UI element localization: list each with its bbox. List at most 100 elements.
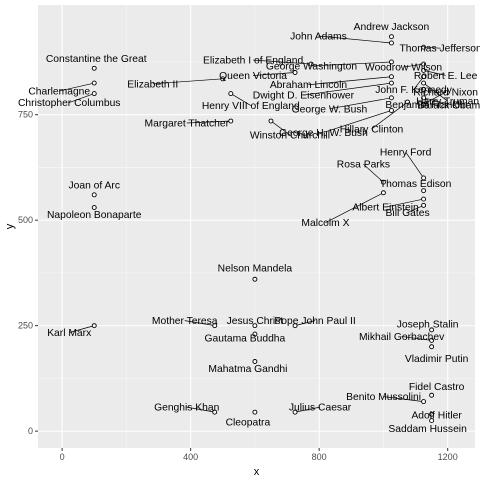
label-elizabeth-i-of-england: Elizabeth I of England bbox=[203, 56, 303, 67]
x-tick-label: 1200 bbox=[438, 452, 458, 462]
label-connector-mikhail-gorbachev bbox=[401, 336, 432, 341]
label-connector-pope-john-paul-ii bbox=[294, 320, 316, 326]
label-benjamin-franklin: Benjamin Franklin bbox=[385, 100, 468, 111]
label-connector-john-adams bbox=[318, 35, 392, 44]
label-connector-margaret-thatcher bbox=[186, 120, 231, 124]
label-connector-julius-caesar bbox=[294, 406, 321, 413]
point-napoleon-bonaparte bbox=[91, 205, 97, 210]
label-connector-john-f-kennedy bbox=[413, 76, 424, 90]
label-gautama-buddha: Gautama Buddha bbox=[205, 334, 286, 345]
point-harry-truman bbox=[421, 80, 427, 86]
point-nelson-mandela bbox=[252, 276, 258, 282]
point-joan-of-arc bbox=[91, 192, 97, 198]
point-adolf-hitler bbox=[429, 411, 435, 417]
x-tick-label: 800 bbox=[312, 452, 327, 462]
label-connector-elizabeth-ii bbox=[152, 78, 223, 85]
label-connector-christopher-columbus bbox=[69, 93, 95, 103]
data-points bbox=[91, 34, 435, 424]
point-woodrow-wilson bbox=[421, 61, 427, 67]
data-labels: Andrew Jackson John Adams Thomas Jefferson… bbox=[18, 22, 480, 435]
label-julius-caesar: Julius Caesar bbox=[289, 403, 352, 414]
label-connector-barack-obama bbox=[423, 97, 452, 106]
point-henry-ford bbox=[421, 175, 427, 181]
x-tick-label: 0 bbox=[60, 452, 65, 462]
point-charlemagne bbox=[91, 80, 97, 86]
label-connector-malcolm-x bbox=[325, 192, 384, 224]
label-thomas-edison: Thomas Edison bbox=[380, 179, 452, 190]
x-tick-label: 400 bbox=[183, 452, 198, 462]
label-dwight-d-eisenhower: Dwight D. Eisenhower bbox=[253, 91, 355, 102]
label-elizabeth-ii: Elizabeth II bbox=[127, 79, 178, 90]
point-jesus-christ bbox=[252, 323, 258, 329]
label-mahatma-gandhi: Mahatma Gandhi bbox=[208, 364, 287, 375]
label-connector-bill-gates bbox=[407, 205, 424, 213]
label-connector-george-h-w-bush bbox=[323, 110, 392, 133]
point-rosa-parks bbox=[380, 179, 386, 185]
label-cleopatra: Cleopatra bbox=[226, 418, 271, 429]
label-thomas-jefferson: Thomas Jefferson bbox=[399, 44, 480, 55]
point-john-adams bbox=[389, 40, 394, 46]
label-karl-marx: Karl Marx bbox=[47, 328, 92, 339]
label-john-adams: John Adams bbox=[290, 31, 347, 42]
y-tick-label: 0 bbox=[28, 426, 33, 436]
point-benito-mussolini bbox=[421, 399, 427, 405]
label-barack-obama: Barack Obama bbox=[417, 100, 480, 111]
point-elizabeth-i-of-england bbox=[308, 61, 314, 67]
label-connector-henry-viii-of-england bbox=[230, 93, 251, 106]
label-napoleon-bonaparte: Napoleon Bonaparte bbox=[47, 210, 142, 221]
label-queen-victoria: Queen Victoria bbox=[219, 71, 287, 82]
label-george-washington: George Washington bbox=[266, 61, 357, 72]
plot-panel bbox=[38, 5, 475, 448]
label-albert-einstein: Albert Einstein bbox=[352, 203, 419, 214]
label-margaret-thatcher: Margaret Thatcher bbox=[145, 119, 230, 130]
label-constantine-the-great: Constantine the Great bbox=[46, 54, 147, 65]
label-connector-winston-churchill bbox=[270, 120, 291, 136]
label-connector-woodrow-wilson bbox=[403, 63, 424, 68]
label-robert-e-lee: Robert E. Lee bbox=[414, 71, 478, 82]
point-margaret-thatcher bbox=[228, 118, 234, 124]
label-george-h-w-bush: George H. W. Bush bbox=[279, 128, 368, 139]
label-vladimir-putin: Vladimir Putin bbox=[405, 354, 469, 365]
point-elizabeth-ii bbox=[220, 76, 226, 82]
label-connector-richard-nixon bbox=[423, 91, 446, 105]
label-henry-viii-of-england: Henry VIII of England bbox=[202, 101, 300, 112]
label-genghis-khan: Genghis Khan bbox=[154, 403, 220, 414]
label-adolf-hitler: Adolf Hitler bbox=[411, 411, 462, 422]
label-connector-dwight-d-eisenhower bbox=[303, 82, 392, 96]
point-constantine-the-great bbox=[91, 65, 97, 71]
point-cleopatra bbox=[252, 409, 258, 415]
point-mother-teresa bbox=[212, 323, 218, 329]
label-rosa-parks: Rosa Parks bbox=[337, 160, 390, 171]
label-connector-george-w-bush bbox=[329, 97, 392, 110]
label-hillary-clinton: Hillary Clinton bbox=[340, 125, 404, 136]
label-connector-elizabeth-i-of-england bbox=[253, 59, 312, 65]
point-thomas-jefferson bbox=[421, 44, 427, 50]
point-genghis-khan bbox=[212, 409, 218, 415]
point-hillary-clinton bbox=[405, 99, 410, 105]
label-connector-genghis-khan bbox=[186, 406, 215, 413]
point-albert-einstein bbox=[421, 196, 427, 202]
label-john-f-kennedy: John F. Kennedy bbox=[375, 85, 453, 96]
label-benito-mussolini: Benito Mussolini bbox=[346, 392, 421, 403]
point-george-washington bbox=[389, 59, 394, 65]
point-richard-nixon bbox=[421, 101, 427, 107]
point-mikhail-gorbachev bbox=[429, 337, 435, 343]
label-connector-charlemagne bbox=[59, 82, 95, 92]
point-benjamin-franklin bbox=[421, 86, 427, 92]
point-fidel-castro bbox=[429, 392, 435, 398]
point-queen-victoria bbox=[292, 70, 298, 75]
point-karl-marx bbox=[91, 323, 97, 329]
label-connector-henry-ford bbox=[405, 151, 424, 179]
point-dwight-d-eisenhower bbox=[389, 80, 394, 86]
point-gautama-buddha bbox=[252, 331, 258, 337]
label-winston-churchill: Winston Churchill bbox=[250, 131, 330, 142]
point-joseph-stalin bbox=[429, 327, 435, 333]
point-robert-e-lee bbox=[421, 67, 427, 73]
label-bill-gates: Bill Gates bbox=[386, 208, 430, 219]
point-george-h-w-bush bbox=[389, 108, 394, 113]
label-connector-rosa-parks bbox=[363, 163, 384, 183]
point-thomas-edison bbox=[421, 188, 427, 194]
label-joan-of-arc: Joan of Arc bbox=[68, 180, 120, 191]
label-mikhail-gorbachev: Mikhail Gorbachev bbox=[359, 332, 445, 343]
